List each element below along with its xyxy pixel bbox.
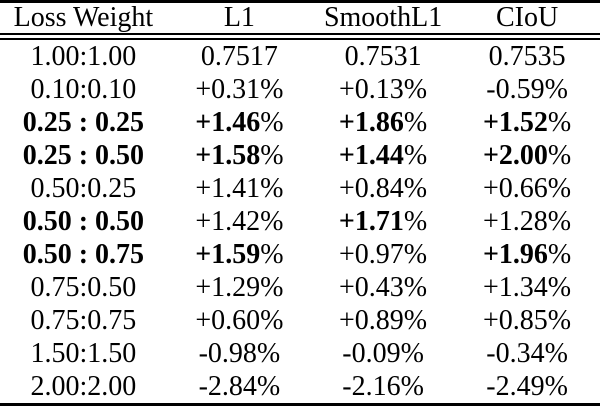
table-cell: 0.10:0.10 <box>30 74 137 105</box>
table-row: 0.75:0.75 +0.60% +0.89% +0.85% <box>0 304 600 337</box>
table-cell: 2.00:2.00 <box>30 371 137 402</box>
table-cell: 0.7535 <box>488 41 566 72</box>
table-cell: 0.7531 <box>344 41 422 72</box>
table-cell: +1.52% <box>482 107 572 138</box>
header-row: Loss Weight L1 SmoothL1 CIoU <box>0 1 600 40</box>
column-header-l1: L1 <box>166 1 312 40</box>
column-header-ciou: CIoU <box>454 1 600 40</box>
table-cell: -2.16% <box>342 371 424 402</box>
table-cell: +0.66% <box>483 173 572 204</box>
table-row: 0.50 : 0.50 +1.42% +1.71% +1.28% <box>0 205 600 238</box>
table-row: 0.10:0.10 +0.31% +0.13% -0.59% <box>0 73 600 106</box>
table-body: 1.00:1.00 0.7517 0.7531 0.7535 0.10:0.10 +0.3… <box>0 37 600 405</box>
table-cell: 0.25 : 0.25 <box>22 107 145 138</box>
table-cell: +1.42% <box>195 206 284 237</box>
table-cell: -0.09% <box>342 338 424 369</box>
table-cell: -0.34% <box>486 338 568 369</box>
table-cell: +1.44% <box>338 140 428 171</box>
table-cell: +0.84% <box>339 173 428 204</box>
table-cell: -2.84% <box>198 371 281 402</box>
table-cell: +0.60% <box>195 305 284 336</box>
table-row: 1.50:1.50 -0.98% -0.09% -0.34% <box>0 337 600 370</box>
table-cell: +1.96% <box>482 239 572 270</box>
table-cell: 0.50 : 0.75 <box>22 239 145 270</box>
table-cell: 0.75:0.75 <box>30 305 137 336</box>
table-cell: 0.50 : 0.50 <box>22 206 145 237</box>
table-row: 0.75:0.50 +1.29% +0.43% +1.34% <box>0 271 600 304</box>
table-cell: 0.75:0.50 <box>30 272 137 303</box>
table-cell: +0.89% <box>339 305 428 336</box>
table-cell: -0.98% <box>198 338 281 369</box>
table-cell: +1.29% <box>195 272 284 303</box>
table-cell: +1.46% <box>195 107 284 138</box>
table-row: 0.25 : 0.25 +1.46% +1.86% +1.52% <box>0 106 600 139</box>
table-cell: -0.59% <box>486 74 568 105</box>
table-cell: 1.50:1.50 <box>30 338 137 369</box>
table-cell: 0.50:0.25 <box>30 173 137 204</box>
table-cell: 0.7517 <box>200 41 278 72</box>
table-row: 0.25 : 0.50 +1.58% +1.44% +2.00% <box>0 139 600 172</box>
table-cell: +1.86% <box>338 107 428 138</box>
table-cell: +1.59% <box>195 239 284 270</box>
table-cell: 1.00:1.00 <box>30 41 137 72</box>
table-cell: +1.34% <box>483 272 572 303</box>
table-cell: +1.71% <box>338 206 428 237</box>
table-row: 1.00:1.00 0.7517 0.7531 0.7535 <box>0 37 600 74</box>
column-header-loss-weight: Loss Weight <box>0 1 167 40</box>
table-cell: +0.97% <box>339 239 428 270</box>
table-cell: +0.43% <box>339 272 428 303</box>
table-cell: +1.58% <box>195 140 284 171</box>
table-cell: +0.31% <box>195 74 284 105</box>
table-cell: -2.49% <box>486 371 568 402</box>
table-row: 0.50:0.25 +1.41% +0.84% +0.66% <box>0 172 600 205</box>
table-cell: +0.13% <box>339 74 428 105</box>
table-cell: 0.25 : 0.50 <box>22 140 145 171</box>
table-cell: +0.85% <box>483 305 572 336</box>
table-cell: +1.41% <box>195 173 284 204</box>
table-cell: +2.00% <box>482 140 572 171</box>
table-cell: +1.28% <box>483 206 572 237</box>
table-row: 2.00:2.00 -2.84% -2.16% -2.49% <box>0 370 600 405</box>
table-row: 0.50 : 0.75 +1.59% +0.97% +1.96% <box>0 238 600 271</box>
column-header-smoothl1: SmoothL1 <box>311 1 455 40</box>
